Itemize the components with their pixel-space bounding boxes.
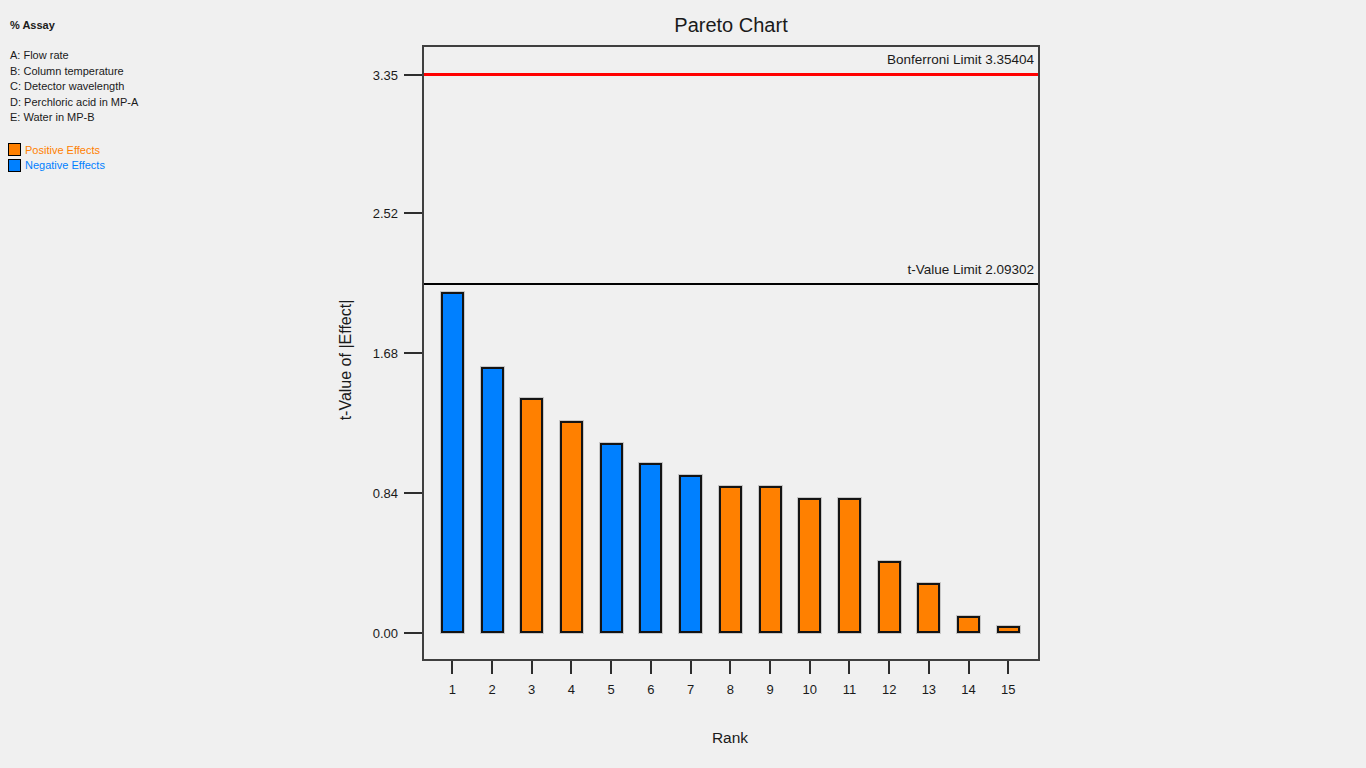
tvalue-limit-line	[424, 283, 1038, 285]
effect-bar-rank-8[interactable]	[719, 486, 742, 633]
x-tick	[650, 661, 652, 674]
x-tick-label: 4	[554, 682, 588, 697]
effect-bar-rank-5[interactable]	[600, 443, 623, 633]
x-tick	[968, 661, 970, 674]
x-tick-label: 11	[832, 682, 866, 697]
x-tick	[610, 661, 612, 674]
x-tick	[690, 661, 692, 674]
factor-list: A: Flow rateB: Column temperatureC: Dete…	[10, 48, 138, 126]
effect-bar-rank-1[interactable]	[441, 292, 464, 633]
x-tick-label: 14	[952, 682, 986, 697]
y-tick-label: 0.00	[338, 627, 398, 640]
x-tick-label: 3	[515, 682, 549, 697]
x-tick-label: 6	[634, 682, 668, 697]
x-tick	[491, 661, 493, 674]
x-tick-label: 13	[912, 682, 946, 697]
x-tick-label: 10	[793, 682, 827, 697]
factor-label-a: A: Flow rate	[10, 48, 138, 64]
x-tick-label: 5	[594, 682, 628, 697]
effect-bar-rank-15[interactable]	[997, 626, 1020, 633]
y-tick-label: 2.52	[338, 207, 398, 220]
x-tick-label: 2	[475, 682, 509, 697]
factor-label-b: B: Column temperature	[10, 64, 138, 80]
y-tick-label: 1.68	[338, 347, 398, 360]
y-tick-label: 3.35	[338, 69, 398, 82]
app-canvas: % Assay A: Flow rateB: Column temperatur…	[0, 0, 1366, 768]
legend-item-label: Negative Effects	[25, 159, 105, 171]
negative-swatch-icon	[8, 159, 21, 172]
x-tick	[1007, 661, 1009, 674]
effect-bar-rank-14[interactable]	[957, 616, 980, 633]
x-tick-label: 15	[991, 682, 1025, 697]
x-tick	[531, 661, 533, 674]
x-tick-label: 1	[435, 682, 469, 697]
bonferroni-limit-line	[424, 73, 1038, 76]
effect-bar-rank-6[interactable]	[639, 463, 662, 633]
x-tick	[928, 661, 930, 674]
x-tick-label: 12	[872, 682, 906, 697]
legend-item-positive: Positive Effects	[8, 142, 105, 158]
factor-label-e: E: Water in MP-B	[10, 110, 138, 126]
effect-bar-rank-13[interactable]	[917, 583, 940, 633]
x-tick	[769, 661, 771, 674]
y-tick	[404, 632, 422, 634]
y-tick	[404, 74, 422, 76]
plot-area: Bonferroni Limit 3.35404 t-Value Limit 2.…	[422, 45, 1040, 661]
effect-bar-rank-3[interactable]	[520, 398, 543, 633]
response-label: % Assay	[10, 19, 55, 31]
effect-bar-rank-4[interactable]	[560, 421, 583, 633]
x-tick	[451, 661, 453, 674]
effect-bar-rank-9[interactable]	[759, 486, 782, 633]
factor-label-d: D: Perchloric acid in MP-A	[10, 95, 138, 111]
x-tick	[729, 661, 731, 674]
y-tick	[404, 492, 422, 494]
x-tick-label: 7	[674, 682, 708, 697]
positive-swatch-icon	[8, 143, 21, 156]
x-tick	[570, 661, 572, 674]
effects-legend: Positive Effects Negative Effects	[8, 142, 105, 173]
y-tick-label: 0.84	[338, 487, 398, 500]
legend-item-negative: Negative Effects	[8, 158, 105, 174]
effect-bar-rank-7[interactable]	[679, 475, 702, 633]
effect-bar-rank-11[interactable]	[838, 498, 861, 633]
x-tick	[848, 661, 850, 674]
tvalue-limit-label: t-Value Limit 2.09302	[907, 262, 1034, 277]
effect-bar-rank-2[interactable]	[481, 367, 504, 634]
y-tick	[404, 352, 422, 354]
x-tick-label: 8	[713, 682, 747, 697]
x-tick-label: 9	[753, 682, 787, 697]
effect-bar-rank-10[interactable]	[798, 498, 821, 633]
bonferroni-limit-label: Bonferroni Limit 3.35404	[887, 52, 1034, 67]
y-axis-title: t-Value of |Effect|	[337, 300, 355, 421]
effect-bar-rank-12[interactable]	[878, 561, 901, 633]
x-tick	[809, 661, 811, 674]
y-tick	[404, 212, 422, 214]
chart-title: Pareto Chart	[422, 14, 1040, 37]
x-axis-title: Rank	[712, 729, 748, 747]
x-tick	[888, 661, 890, 674]
legend-item-label: Positive Effects	[25, 144, 100, 156]
factor-label-c: C: Detector wavelength	[10, 79, 138, 95]
